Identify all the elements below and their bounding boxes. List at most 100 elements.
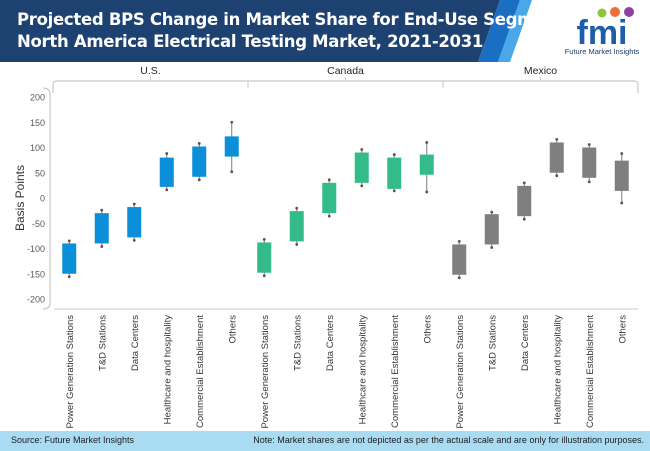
group-label-canada: Canada: [327, 65, 364, 77]
logo-dot-green-icon: [597, 8, 607, 18]
y-tick-label: -150: [27, 269, 45, 279]
box-mexico-5: [614, 152, 629, 205]
box-canada-3: [354, 148, 369, 188]
banner-background: [0, 0, 532, 62]
whisker-low-cap: [457, 276, 461, 280]
whisker-low-cap: [392, 189, 396, 193]
box-us-1: [94, 208, 109, 248]
whisker-high-cap: [132, 202, 136, 206]
header-banner: Projected BPS Change in Market Share for…: [0, 0, 650, 62]
footer-bar: Source: Future Market Insights Note: Mar…: [0, 431, 650, 451]
y-tick-label: -100: [27, 244, 45, 254]
x-tick-label: T&D Stations: [292, 315, 303, 371]
title-line-2: North America Electrical Testing Market,…: [17, 32, 484, 51]
whisker-low-cap: [230, 170, 234, 174]
box-canada-4: [387, 153, 402, 193]
box-body: [549, 142, 564, 173]
banner-dark-band: [0, 0, 500, 62]
whisker-low-cap: [327, 214, 331, 218]
x-tick-label: Commercial Establishment: [390, 315, 401, 428]
x-tick-label: Healthcare and hospitality: [552, 315, 563, 425]
whisker-high-cap: [165, 152, 169, 155]
box-body: [452, 244, 467, 275]
box-us-3: [159, 152, 174, 192]
y-tick-label: -200: [27, 295, 45, 305]
whisker-high-cap: [490, 210, 494, 214]
whisker-high-cap: [457, 240, 461, 243]
whisker-high-cap: [67, 239, 71, 243]
box-body: [289, 211, 304, 242]
y-tick-label: 50: [35, 168, 45, 178]
x-tick-label: Data Centers: [520, 315, 531, 371]
box-us-2: [127, 202, 142, 242]
y-axis-bracket: [42, 87, 51, 310]
whisker-low-cap: [490, 246, 494, 249]
whisker-low-cap: [262, 274, 266, 278]
whisker-high-cap: [230, 120, 234, 124]
whisker-low-cap: [67, 275, 71, 279]
group-label-mexico: Mexico: [524, 65, 557, 77]
whisker-low-cap: [165, 188, 169, 192]
source-text: Source: Future Market Insights: [11, 435, 135, 445]
whisker-low-cap: [522, 217, 526, 221]
group-label-us: U.S.: [140, 65, 160, 77]
x-tick-label: Commercial Establishment: [585, 315, 596, 428]
x-tick-label: Power Generation Stations: [260, 315, 271, 429]
box-series: [62, 120, 629, 280]
box-canada-0: [257, 238, 272, 278]
logo-wordmark: fmi: [577, 14, 628, 48]
y-tick-label: 150: [30, 118, 45, 128]
box-canada-1: [289, 206, 304, 246]
note-text: Note: Market shares are not depicted as …: [253, 435, 644, 445]
box-body: [484, 214, 499, 245]
whisker-high-cap: [295, 206, 299, 210]
whisker-low-cap: [555, 174, 559, 178]
whisker-high-cap: [587, 143, 591, 146]
whisker-low-cap: [587, 180, 591, 184]
box-mexico-2: [517, 181, 532, 221]
whisker-high-cap: [555, 138, 559, 141]
group-headers: U.S. Canada Mexico: [52, 65, 639, 93]
logo-dot-purple-icon: [624, 7, 634, 17]
x-tick-label: T&D Stations: [97, 315, 108, 371]
box-body: [582, 147, 597, 178]
x-tick-label: Healthcare and hospitality: [357, 315, 368, 425]
whisker-high-cap: [262, 238, 266, 241]
whisker-low-cap: [132, 239, 136, 242]
box-body: [419, 154, 434, 175]
box-body: [257, 242, 272, 273]
box-canada-5: [419, 141, 434, 194]
banner-light-stripe: [498, 0, 532, 62]
box-body: [322, 182, 337, 214]
x-tick-label: Commercial Establishment: [195, 315, 206, 428]
box-body: [354, 152, 369, 183]
whisker-low-cap: [100, 245, 104, 248]
box-body: [94, 213, 109, 244]
whisker-low-cap: [425, 190, 429, 194]
whisker-low-cap: [295, 243, 299, 246]
whisker-high-cap: [620, 152, 624, 155]
y-axis-label: Basis Points: [13, 165, 27, 231]
whisker-low-cap: [360, 184, 364, 188]
box-body: [387, 157, 402, 189]
box-body: [62, 243, 77, 274]
x-tick-label: Data Centers: [325, 315, 336, 371]
y-tick-label: 200: [30, 93, 45, 103]
whisker-low-cap: [197, 178, 201, 182]
box-body: [614, 160, 629, 191]
box-mexico-4: [582, 143, 597, 184]
logo-subtitle: Future Market Insights: [564, 47, 640, 56]
whisker-high-cap: [425, 141, 429, 144]
x-tick-label: Power Generation Stations: [65, 315, 76, 429]
banner-accent-stripe: [478, 0, 520, 62]
x-tick-label: Others: [227, 315, 238, 344]
box-body: [159, 157, 174, 187]
group-bracket-line: [52, 80, 639, 93]
box-canada-2: [322, 178, 337, 218]
y-tick-label: -50: [32, 219, 45, 229]
box-body: [192, 146, 207, 177]
chart-title: Projected BPS Change in Market Share for…: [17, 9, 587, 53]
box-us-5: [224, 120, 239, 174]
y-tick-label: 0: [40, 194, 45, 204]
